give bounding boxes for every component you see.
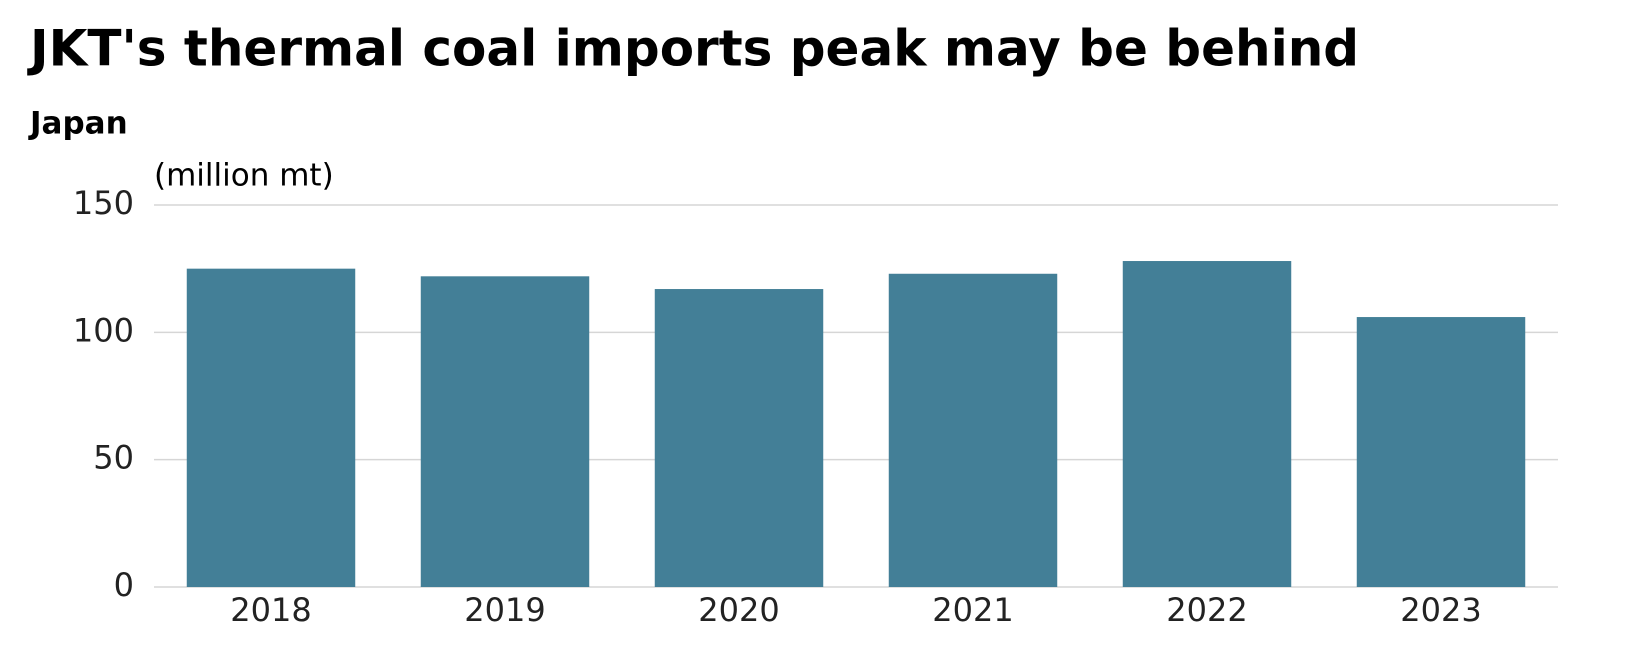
bar (186, 268, 356, 587)
bar (1122, 261, 1292, 587)
x-tick-label: 2020 (698, 591, 779, 629)
bar (888, 273, 1058, 587)
bar (654, 289, 824, 587)
bar (420, 276, 590, 587)
x-tick-label: 2021 (932, 591, 1013, 629)
x-tick-label: 2022 (1166, 591, 1247, 629)
chart-subtitle: Japan (28, 106, 128, 142)
y-tick-label: 150 (73, 184, 134, 222)
bar (1356, 317, 1526, 587)
y-tick-label: 100 (73, 311, 134, 349)
y-axis-label: (million mt) (154, 158, 334, 194)
y-tick-label: 50 (93, 439, 134, 477)
y-tick-label: 0 (114, 566, 134, 604)
x-tick-label: 2019 (464, 591, 545, 629)
x-tick-label: 2023 (1400, 591, 1481, 629)
x-tick-label: 2018 (230, 591, 311, 629)
chart-title: JKT's thermal coal imports peak may be b… (27, 20, 1359, 78)
